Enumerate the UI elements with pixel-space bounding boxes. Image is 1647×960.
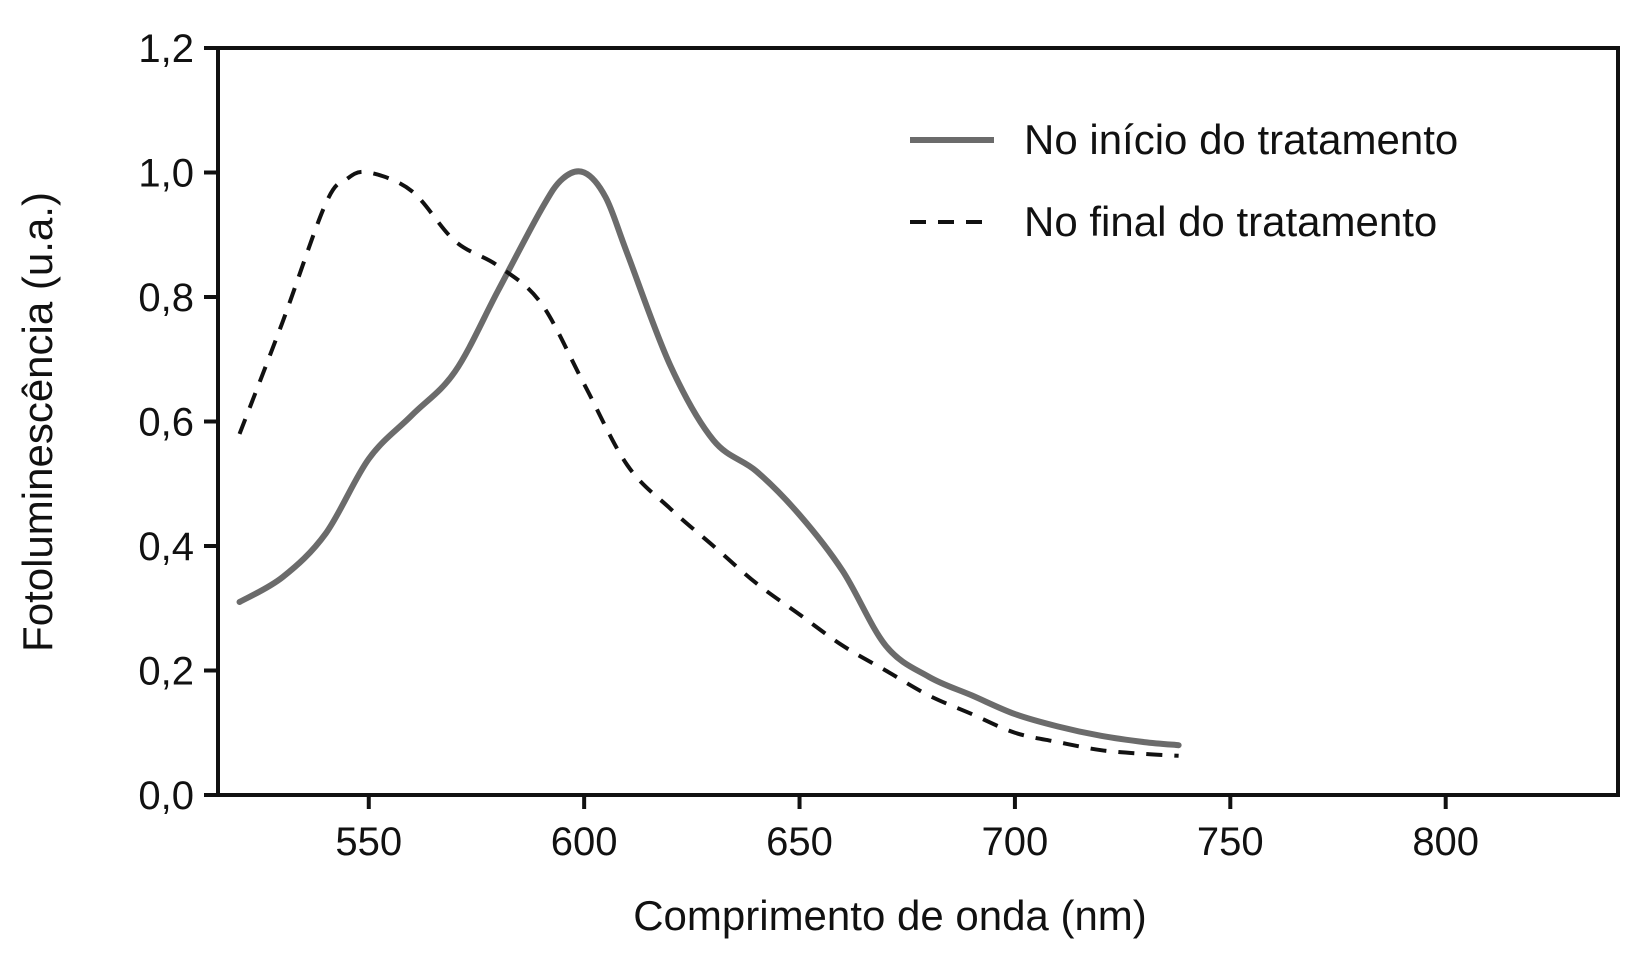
x-axis-title: Comprimento de onda (nm) (633, 892, 1147, 939)
y-axis-title: Fotoluminescência (u.a.) (14, 192, 61, 652)
x-tick-label: 600 (551, 820, 618, 864)
x-axis-ticks: 550 600 650 700 750 800 (335, 795, 1479, 864)
y-tick-label: 0,6 (138, 401, 194, 445)
series-layer (236, 168, 1182, 758)
x-tick-label: 750 (1197, 820, 1264, 864)
legend-label: No início do tratamento (1024, 116, 1458, 163)
y-tick-label: 0,4 (138, 525, 194, 569)
legend-label: No final do tratamento (1024, 198, 1437, 245)
x-tick-label: 550 (335, 820, 402, 864)
x-tick-label: 800 (1412, 820, 1479, 864)
series-line-inicio (236, 168, 1182, 749)
y-tick-label: 1,0 (138, 152, 194, 196)
y-tick-label: 0,8 (138, 276, 194, 320)
x-tick-label: 700 (982, 820, 1049, 864)
y-tick-label: 0,0 (138, 774, 194, 818)
y-tick-label: 0,2 (138, 650, 194, 694)
legend: No início do tratamento No final do trata… (910, 116, 1458, 245)
y-tick-label: 1,2 (138, 27, 194, 71)
x-tick-label: 650 (766, 820, 833, 864)
y-axis-ticks: 0,0 0,2 0,4 0,6 0,8 1,0 1,2 (138, 27, 218, 818)
series-line-final (237, 169, 1179, 758)
